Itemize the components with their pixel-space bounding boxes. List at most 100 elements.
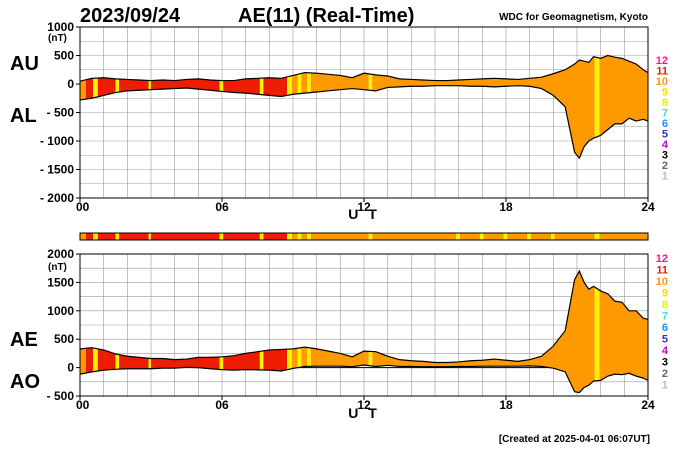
fill-segment-yellow — [368, 351, 373, 367]
legend-count-4: 4 — [662, 345, 669, 357]
fill-segment-yellow — [259, 78, 264, 95]
chart-source: WDC for Geomagnetism, Kyoto — [499, 12, 648, 23]
indicator-segment-yellow — [550, 233, 555, 240]
ao-side-label: AO — [10, 371, 40, 393]
x-tick-label: 00 — [76, 200, 90, 214]
y-tick-label: - 500 — [47, 389, 75, 403]
fill-segment-orange — [291, 74, 298, 95]
station-count-indicator-bar — [80, 233, 648, 240]
legend-count-7: 7 — [662, 311, 668, 323]
x-tick-label: 18 — [499, 398, 513, 412]
indicator-segment-orange — [459, 233, 480, 240]
indicator-segment-orange — [483, 233, 504, 240]
legend-count-12: 12 — [656, 55, 668, 67]
legend-count-8: 8 — [662, 299, 668, 311]
legend-count-3: 3 — [662, 357, 668, 369]
indicator-segment-yellow — [527, 233, 531, 240]
fill-segment-yellow — [594, 287, 600, 381]
indicator-segment-yellow — [219, 233, 224, 240]
fill-segment-yellow — [307, 347, 311, 367]
fill-segment-yellow — [287, 348, 292, 370]
legend-count-7: 7 — [662, 108, 668, 120]
x-tick-label: 00 — [76, 398, 90, 412]
legend-count-5: 5 — [662, 129, 668, 141]
chart-date: 2023/09/24 — [80, 5, 181, 27]
x-tick-label: 12 — [357, 200, 371, 214]
indicator-segment-yellow — [148, 233, 151, 240]
indicator-segment-orange — [80, 233, 86, 240]
fill-segment-orange — [599, 55, 648, 136]
fill-segment-red — [85, 347, 94, 373]
legend-count-3: 3 — [662, 150, 668, 162]
indicator-segment-orange — [301, 233, 308, 240]
indicator-segment-orange — [291, 233, 298, 240]
fill-segment-orange — [372, 56, 595, 159]
fill-segment-yellow — [115, 78, 120, 93]
legend-count-12: 12 — [656, 253, 668, 265]
indicator-segment-yellow — [456, 233, 460, 240]
y-tick-label: 500 — [54, 332, 74, 346]
indicator-segment-yellow — [479, 233, 484, 240]
indicator-segment-orange — [530, 233, 551, 240]
fill-segment-red — [119, 354, 149, 370]
x-tick-label: 24 — [641, 200, 655, 214]
indicator-segment-red — [97, 233, 116, 240]
fill-segment-yellow — [93, 347, 98, 372]
x-tick-label: 06 — [215, 200, 229, 214]
indicator-segment-red — [85, 233, 94, 240]
indicator-segment-yellow — [503, 233, 508, 240]
legend-count-6: 6 — [662, 322, 668, 334]
legend-count-4: 4 — [662, 139, 669, 151]
y-tick-label: - 1500 — [40, 163, 74, 177]
indicator-segment-yellow — [93, 233, 98, 240]
legend-count-5: 5 — [662, 334, 668, 346]
fill-segment-orange — [301, 347, 308, 368]
fill-segment-red — [151, 78, 220, 92]
ae-ao-x-ticks: 00 06 12 18 24 — [76, 396, 655, 412]
indicator-segment-red — [119, 233, 149, 240]
fill-segment-red — [85, 78, 94, 100]
fill-segment-yellow — [148, 80, 151, 90]
indicator-segment-yellow — [594, 233, 600, 240]
legend-count-2: 2 — [662, 368, 668, 380]
y-tick-label: 0 — [67, 361, 74, 375]
fill-segment-yellow — [219, 80, 224, 92]
au-al-ylabel: (nT) — [48, 33, 67, 44]
fill-segment-yellow — [297, 347, 302, 368]
fill-segment-red — [263, 76, 288, 97]
fill-segment-orange — [80, 348, 86, 375]
indicator-segment-yellow — [368, 233, 373, 240]
ae-side-label: AE — [10, 329, 38, 351]
ae-ao-lines — [79, 269, 649, 394]
indicator-segment-red — [263, 233, 288, 240]
indicator-segment-orange — [554, 233, 595, 240]
fill-segment-yellow — [287, 75, 292, 96]
fill-segment-red — [263, 349, 288, 372]
fill-segment-yellow — [307, 72, 311, 93]
x-tick-label: 12 — [357, 398, 371, 412]
fill-segment-orange — [310, 72, 369, 93]
fill-segment-orange — [291, 348, 298, 369]
al-side-label: AL — [10, 105, 37, 127]
series-line-ao — [79, 364, 649, 394]
ae-ao-y-ticks: 2000 1500 1000 500 0 - 500 — [47, 247, 80, 403]
series-line-ae — [79, 269, 649, 364]
x-tick-label: 18 — [499, 200, 513, 214]
indicator-segment-yellow — [287, 233, 292, 240]
fill-segment-orange — [80, 79, 86, 100]
ae-ao-xlabel: U T — [348, 405, 380, 421]
au-al-lines — [79, 54, 649, 160]
au-al-x-ticks: 00 06 12 18 24 — [76, 198, 655, 214]
indicator-segment-red — [151, 233, 220, 240]
legend-count-2: 2 — [662, 160, 668, 172]
au-side-label: AU — [10, 53, 39, 75]
y-tick-label: - 500 — [47, 106, 75, 120]
fill-segment-red — [97, 77, 116, 97]
au-al-fill — [80, 55, 648, 159]
y-tick-label: 2000 — [47, 247, 74, 261]
fill-segment-red — [97, 348, 116, 372]
